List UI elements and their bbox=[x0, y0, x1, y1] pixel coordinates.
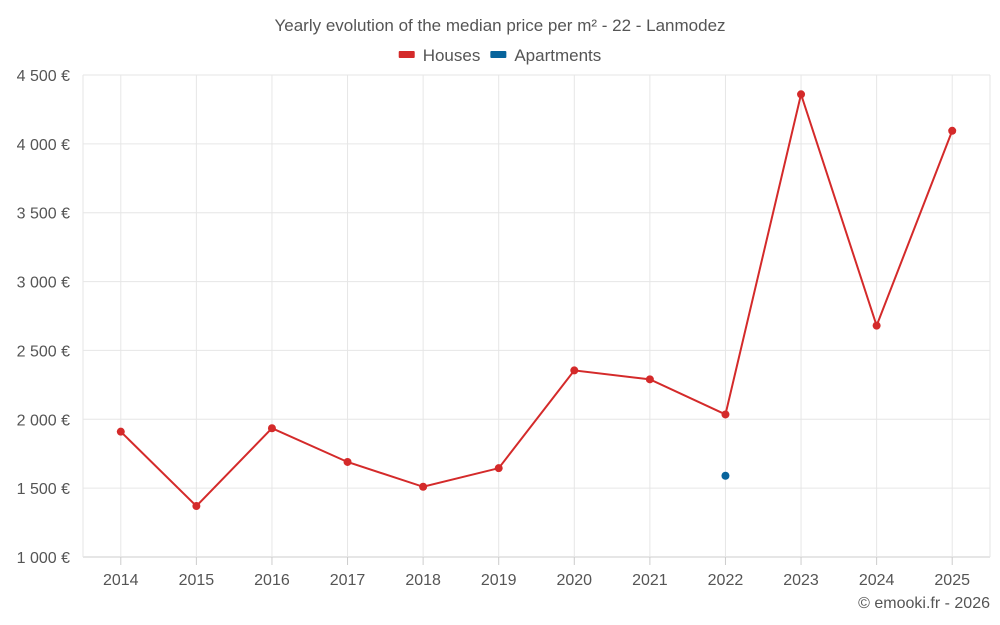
x-tick-label: 2019 bbox=[481, 572, 517, 589]
x-tick-label: 2025 bbox=[934, 572, 970, 589]
x-tick-label: 2014 bbox=[103, 572, 139, 589]
y-tick-label: 1 000 € bbox=[17, 550, 70, 567]
x-tick-label: 2023 bbox=[783, 572, 819, 589]
x-axis: 2014 2015 2016 2017 2018 2019 2020 2021 2022 2023… bbox=[103, 557, 970, 589]
y-tick-label: 3 500 € bbox=[17, 206, 70, 223]
y-tick-label: 4 500 € bbox=[17, 68, 70, 85]
data-point[interactable] bbox=[192, 502, 201, 511]
y-tick-label: 3 000 € bbox=[17, 275, 70, 292]
x-tick-label: 2018 bbox=[405, 572, 441, 589]
gridlines bbox=[82, 74, 991, 558]
data-point[interactable] bbox=[721, 410, 730, 419]
y-tick-label: 2 500 € bbox=[17, 343, 70, 360]
data-point[interactable] bbox=[872, 321, 881, 330]
legend-swatch bbox=[398, 51, 415, 58]
x-tick-label: 2020 bbox=[556, 572, 592, 589]
legend-swatch bbox=[490, 51, 507, 58]
data-point[interactable] bbox=[721, 471, 730, 480]
legend-label[interactable]: Houses bbox=[423, 46, 481, 65]
data-point[interactable] bbox=[948, 126, 957, 135]
chart-title: Yearly evolution of the median price per… bbox=[274, 16, 725, 35]
data-point[interactable] bbox=[494, 464, 503, 473]
y-tick-label: 2 000 € bbox=[17, 412, 70, 429]
credit-text: © emooki.fr - 2026 bbox=[858, 595, 990, 612]
x-tick-label: 2015 bbox=[179, 572, 215, 589]
x-tick-label: 2021 bbox=[632, 572, 668, 589]
data-point[interactable] bbox=[267, 424, 276, 433]
legend: Houses Apartments bbox=[398, 46, 601, 65]
x-tick-label: 2017 bbox=[330, 572, 366, 589]
x-tick-label: 2024 bbox=[859, 572, 895, 589]
series-line bbox=[120, 90, 954, 508]
y-tick-label: 4 000 € bbox=[17, 137, 70, 154]
series-apartments bbox=[721, 471, 730, 480]
data-point[interactable] bbox=[116, 427, 125, 436]
y-axis: 1 000 € 1 500 € 2 000 € 2 500 € 3 000 € 3 500… bbox=[17, 68, 70, 567]
series-group bbox=[116, 90, 957, 511]
data-point[interactable] bbox=[797, 90, 806, 99]
data-point[interactable] bbox=[419, 482, 428, 491]
series-houses bbox=[116, 90, 957, 511]
x-tick-label: 2022 bbox=[708, 572, 744, 589]
data-point[interactable] bbox=[570, 366, 579, 375]
x-tick-label: 2016 bbox=[254, 572, 290, 589]
legend-label[interactable]: Apartments bbox=[514, 46, 601, 65]
y-tick-label: 1 500 € bbox=[17, 481, 70, 498]
data-point[interactable] bbox=[645, 375, 654, 384]
data-point[interactable] bbox=[343, 457, 352, 466]
